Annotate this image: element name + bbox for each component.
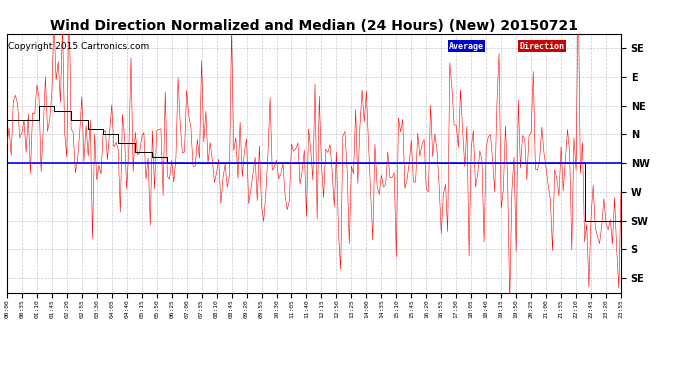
Title: Wind Direction Normalized and Median (24 Hours) (New) 20150721: Wind Direction Normalized and Median (24… (50, 19, 578, 33)
Text: Copyright 2015 Cartronics.com: Copyright 2015 Cartronics.com (8, 42, 149, 51)
Text: Average: Average (449, 42, 484, 51)
Text: Direction: Direction (520, 42, 564, 51)
